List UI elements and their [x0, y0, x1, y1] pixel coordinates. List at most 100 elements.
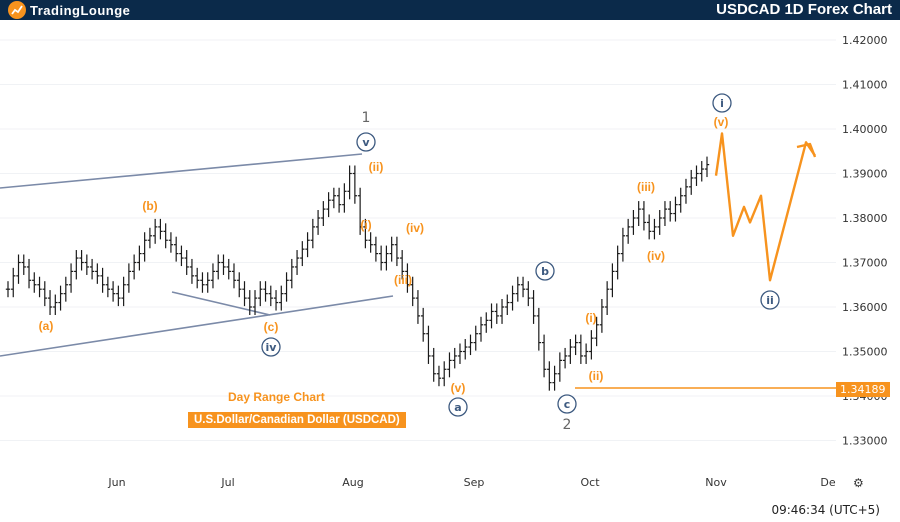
wave-label-orange: (ii): [589, 369, 604, 383]
x-tick-label: Oct: [580, 476, 600, 489]
candle: [37, 276, 42, 298]
candle: [704, 156, 710, 178]
candle: [536, 307, 542, 351]
candle: [216, 254, 221, 280]
candle: [442, 361, 447, 387]
wave-label-navy: i: [712, 93, 732, 113]
candle: [652, 218, 657, 240]
candle: [16, 254, 21, 284]
candle: [158, 218, 163, 240]
channel-upper-line: [0, 153, 363, 189]
wave-label-orange: (c): [264, 320, 279, 334]
grid: [0, 39, 836, 441]
candle: [89, 258, 95, 280]
candle: [268, 285, 273, 307]
candle: [247, 290, 252, 316]
candle: [478, 316, 484, 342]
y-tick-label: 1.41000: [842, 79, 888, 92]
candle: [84, 254, 90, 275]
y-tick-label: 1.36000: [842, 301, 888, 314]
header-bar: TradingLounge USDCAD 1D Forex Chart: [0, 0, 900, 20]
svg-text:1: 1: [362, 110, 371, 126]
candle: [163, 223, 168, 249]
candle: [53, 294, 58, 316]
candle: [431, 347, 436, 382]
candle: [599, 298, 605, 333]
channel-lower-line: [0, 295, 394, 357]
candle: [410, 276, 415, 307]
svg-text:ii: ii: [766, 294, 774, 307]
projection-arrowhead: [796, 142, 817, 158]
candle: [689, 169, 694, 195]
candle: [615, 245, 620, 280]
wave-label-navy: v: [356, 132, 376, 152]
candle: [105, 276, 111, 298]
candle: [473, 325, 478, 351]
candle: [589, 330, 594, 360]
candle: [242, 281, 247, 307]
candle: [363, 218, 368, 249]
svg-text:i: i: [720, 97, 724, 110]
x-tick-label: Sep: [464, 476, 485, 489]
candle: [142, 232, 147, 262]
y-tick-label: 1.37000: [842, 257, 888, 270]
candle: [499, 298, 505, 324]
candle: [205, 272, 210, 293]
wave-label-orange: (i): [585, 311, 596, 325]
wave-label-navy: 1: [362, 110, 371, 126]
y-axis: 1.42000 1.41000 1.40000 1.39000 1.38000 1.370…: [842, 34, 888, 448]
channel-lines: [0, 153, 836, 389]
wave-label-orange: (v): [451, 381, 466, 395]
wave-label-orange: (iv): [647, 249, 665, 263]
candle: [352, 165, 358, 204]
svg-text:iv: iv: [266, 341, 278, 354]
candle: [694, 165, 699, 186]
candle: [394, 236, 400, 267]
candles: [5, 156, 710, 391]
x-tick-label: Jul: [220, 476, 234, 489]
candle: [552, 365, 557, 391]
wave-label-navy: 2: [563, 417, 572, 433]
wave-label-navy: b: [535, 261, 555, 281]
candle: [321, 201, 326, 227]
candle: [510, 285, 515, 311]
candle: [457, 343, 463, 364]
candle: [657, 209, 662, 235]
y-tick-label: 1.40000: [842, 123, 888, 136]
candle: [494, 303, 499, 324]
candle: [252, 290, 258, 316]
candle: [79, 250, 84, 271]
y-tick-label: 1.38000: [842, 212, 888, 225]
candle: [263, 281, 268, 302]
candle: [273, 290, 279, 311]
candle: [26, 258, 32, 289]
price-chart[interactable]: 1.42000 1.41000 1.40000 1.39000 1.38000 1.370…: [0, 20, 900, 498]
candle: [310, 218, 316, 249]
svg-text:v: v: [362, 136, 370, 149]
candle: [294, 250, 300, 275]
chart-title: USDCAD 1D Forex Chart: [716, 1, 892, 18]
x-tick-label: Jun: [107, 476, 125, 489]
candle: [547, 361, 552, 391]
y-tick-label: 1.39000: [842, 168, 888, 181]
brand-name: TradingLounge: [30, 2, 131, 18]
svg-text:c: c: [564, 398, 571, 411]
candle: [452, 347, 457, 369]
candle: [200, 272, 205, 293]
candle: [11, 267, 16, 298]
settings-gear-icon[interactable]: ⚙: [853, 476, 864, 490]
candle: [137, 245, 142, 271]
wave-label-orange: (i): [360, 218, 371, 232]
candle: [699, 161, 704, 182]
candle: [326, 192, 331, 218]
current-price-tag: 1.34189: [836, 382, 890, 397]
candle: [636, 201, 641, 227]
projection-path: [714, 132, 816, 282]
candle: [368, 232, 373, 253]
wedge-line: [171, 291, 271, 316]
candle: [384, 245, 389, 271]
candle: [279, 285, 284, 311]
candle: [531, 290, 536, 324]
candle: [447, 352, 452, 378]
candle: [152, 218, 158, 244]
